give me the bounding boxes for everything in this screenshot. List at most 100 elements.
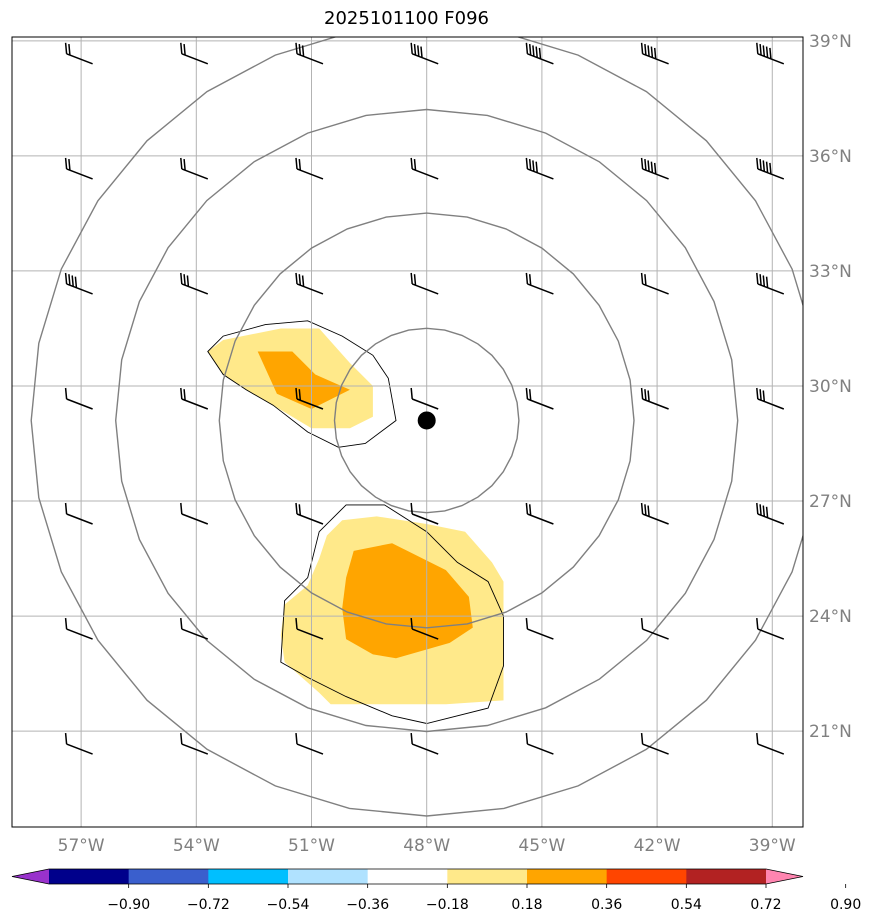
wind-barb: [410, 733, 439, 755]
colorbar-tick-label: −0.36: [346, 897, 389, 913]
wind-barb-shape: [525, 157, 554, 180]
wind-barb-shape: [640, 272, 669, 295]
wind-barb: [180, 733, 209, 755]
wind-barb-shape: [64, 733, 93, 755]
wind-barb: [525, 502, 554, 525]
wind-barb: [295, 502, 324, 525]
colorbar-extend-low: [12, 869, 49, 884]
wind-barb: [640, 272, 669, 295]
wind-barb: [295, 157, 324, 180]
range-rings: [30, 37, 803, 817]
wind-barb: [640, 502, 669, 525]
wind-barb-shape: [756, 502, 785, 525]
latitude-label: 36°N: [809, 147, 852, 167]
wind-barb-shape: [756, 733, 785, 755]
latitude-label: 33°N: [809, 262, 852, 282]
colorbar-outline: [11, 868, 804, 885]
colorbar-segment: [606, 869, 687, 884]
longitude-label: 57°W: [58, 836, 105, 856]
contour-outline: [207, 320, 397, 448]
wind-barb: [64, 157, 93, 180]
latitude-label: 24°N: [809, 607, 852, 627]
colorbar-tick-label: −0.90: [107, 897, 150, 913]
colorbar-tick-label: 0.54: [671, 897, 702, 913]
wind-barb: [295, 387, 324, 410]
wind-barb-shape: [640, 157, 669, 180]
wind-barb-shape: [525, 733, 554, 755]
colorbar: −0.90 −0.72 −0.54 −0.36 −0.18 0.18 0.36 0.54 0.7…: [11, 868, 861, 913]
wind-barb-shape: [410, 157, 439, 180]
longitude-label: 45°W: [518, 836, 565, 856]
wind-barb: [180, 618, 209, 640]
colorbar-tick-label: −0.18: [426, 897, 469, 913]
wind-barb-shape: [295, 733, 324, 755]
wind-barb: [180, 157, 209, 180]
wind-barb: [180, 42, 209, 65]
range-ring: [30, 37, 803, 817]
latitude-label: 21°N: [809, 722, 852, 742]
wind-barb-shape: [295, 618, 324, 640]
wind-barb: [64, 618, 93, 640]
wind-barb: [525, 733, 554, 755]
wind-barb: [410, 272, 439, 295]
wind-barb: [64, 502, 93, 525]
wind-barb-shape: [180, 618, 209, 640]
colorbar-segment: [208, 869, 289, 884]
wind-barb-shape: [525, 502, 554, 525]
wind-barb-shape: [525, 387, 554, 410]
range-ring: [218, 212, 635, 629]
wind-barb-shape: [756, 272, 785, 295]
latitude-label: 30°N: [809, 377, 852, 397]
wind-barb: [640, 733, 669, 755]
longitude-label: 42°W: [634, 836, 681, 856]
colorbar-segment: [686, 869, 767, 884]
colorbar-segment: [128, 869, 209, 884]
wind-barb-shape: [180, 387, 209, 410]
wind-barb-shape: [64, 157, 93, 180]
wind-barb: [295, 733, 324, 755]
wind-barb: [756, 618, 785, 640]
wind-barb-shape: [410, 733, 439, 755]
wind-barb-shape: [410, 387, 439, 410]
wind-barb-shape: [640, 733, 669, 755]
colorbar-segment: [49, 869, 130, 884]
colorbar-tick-label: 0.72: [750, 897, 781, 913]
wind-barb-shape: [410, 42, 439, 65]
colorbar-tick-label: −0.72: [187, 897, 230, 913]
wind-barb: [756, 733, 785, 755]
wind-barb: [410, 387, 439, 410]
wind-barb-shape: [410, 618, 439, 640]
wind-barb-shape: [295, 157, 324, 180]
wind-barb-shape: [295, 502, 324, 525]
wind-barb: [640, 618, 669, 640]
wind-barb-shape: [756, 157, 785, 180]
longitude-label: 48°W: [403, 836, 450, 856]
colorbar-tick-label: 0.18: [511, 897, 542, 913]
colorbar-tick-label: −0.54: [267, 897, 310, 913]
shaded-region: [257, 351, 350, 409]
latitude-label: 27°N: [809, 492, 852, 512]
wind-barb-shape: [180, 733, 209, 755]
wind-barb-shape: [180, 157, 209, 180]
wind-barb-shape: [756, 387, 785, 410]
wind-barb-shape: [295, 42, 324, 65]
longitude-label: 54°W: [173, 836, 220, 856]
wind-barb: [640, 42, 669, 65]
wind-barb: [525, 42, 554, 65]
plot-title: 2025101100 F096: [324, 8, 489, 29]
wind-barb: [410, 618, 439, 640]
wind-barb-shape: [640, 618, 669, 640]
wind-barb-shape: [410, 502, 439, 525]
wind-barb: [180, 502, 209, 525]
wind-barb-shape: [180, 502, 209, 525]
wind-barb-shape: [756, 618, 785, 640]
wind-barb-shape: [525, 42, 554, 65]
wind-barb: [295, 618, 324, 640]
wind-barb: [525, 272, 554, 295]
wind-barb: [640, 387, 669, 410]
map-frame: [11, 36, 804, 828]
shaded-field: [207, 328, 504, 705]
wind-barbs: [64, 42, 785, 755]
wind-barb-shape: [525, 272, 554, 295]
